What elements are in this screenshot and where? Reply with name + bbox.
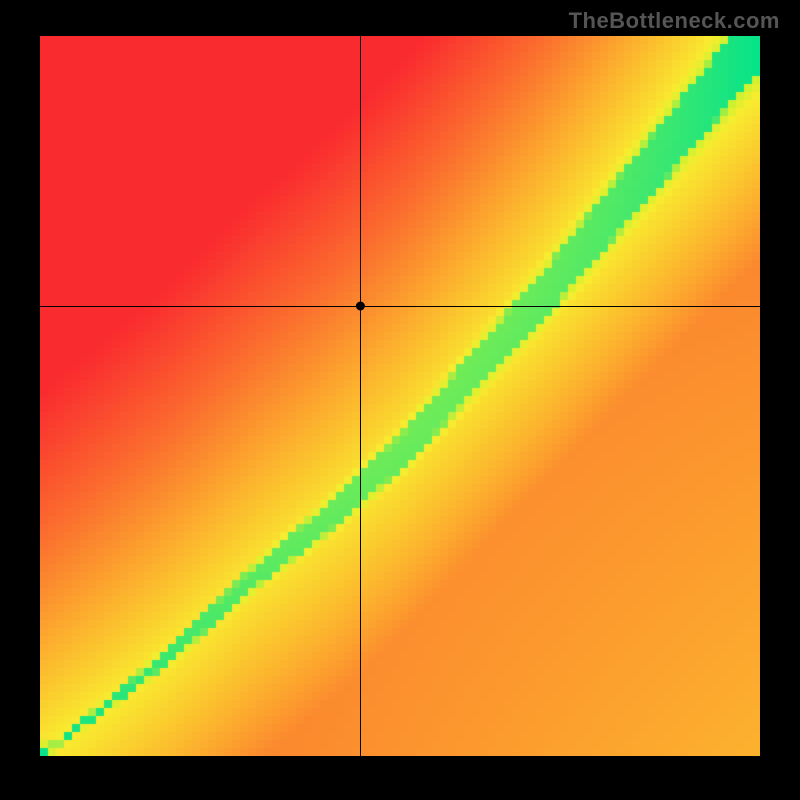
watermark: TheBottleneck.com <box>569 8 780 34</box>
heatmap-canvas <box>40 36 760 756</box>
heatmap-plot <box>40 36 760 756</box>
